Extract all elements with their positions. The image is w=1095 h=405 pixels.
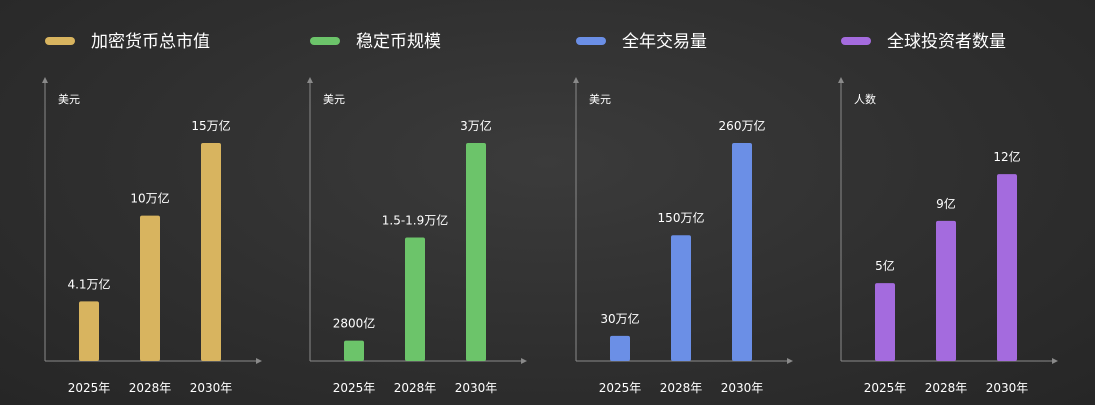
y-axis-arrow xyxy=(838,77,844,83)
bar xyxy=(936,220,956,361)
data-label: 30万亿 xyxy=(600,311,639,326)
bar xyxy=(997,174,1017,361)
x-tick-label: 2028年 xyxy=(129,381,172,395)
legend-item: 全球投资者数量 xyxy=(841,32,1006,52)
legend-item: 稳定币规模 xyxy=(310,32,441,52)
x-tick-label: 2030年 xyxy=(455,381,498,395)
x-tick-label: 2025年 xyxy=(333,381,376,395)
x-tick-label: 2025年 xyxy=(68,381,111,395)
bar xyxy=(732,143,752,361)
data-label: 260万亿 xyxy=(719,118,766,133)
data-label: 4.1万亿 xyxy=(67,276,110,291)
data-label: 15万亿 xyxy=(191,118,230,133)
x-tick-label: 2030年 xyxy=(190,381,233,395)
legend-label: 全球投资者数量 xyxy=(887,32,1006,52)
legend-swatch xyxy=(45,37,75,45)
x-tick-label: 2030年 xyxy=(986,381,1029,395)
legend-item: 全年交易量 xyxy=(576,32,707,52)
bar xyxy=(875,283,895,361)
y-axis-unit-label: 人数 xyxy=(854,93,876,106)
data-label: 9亿 xyxy=(936,196,956,211)
bar xyxy=(671,235,691,361)
x-axis-arrow xyxy=(521,358,527,364)
x-tick-label: 2030年 xyxy=(721,381,764,395)
y-axis-unit-label: 美元 xyxy=(589,93,611,106)
bar xyxy=(140,215,160,361)
legend-swatch xyxy=(576,37,606,45)
bar xyxy=(79,301,99,361)
x-axis-arrow xyxy=(787,358,793,364)
data-label: 5亿 xyxy=(875,258,895,273)
legend-item: 加密货币总市值 xyxy=(45,32,210,52)
legend-swatch xyxy=(841,37,871,45)
bar xyxy=(201,143,221,361)
x-tick-label: 2028年 xyxy=(925,381,968,395)
data-label: 1.5-1.9万亿 xyxy=(382,212,449,227)
bar xyxy=(344,340,364,361)
x-axis-arrow xyxy=(1052,358,1058,364)
y-axis-arrow xyxy=(42,77,48,83)
x-tick-label: 2025年 xyxy=(599,381,642,395)
y-axis-unit-label: 美元 xyxy=(323,93,345,106)
x-axis-arrow xyxy=(256,358,262,364)
data-label: 150万亿 xyxy=(658,210,705,225)
x-tick-label: 2028年 xyxy=(394,381,437,395)
data-label: 2800亿 xyxy=(333,316,376,331)
x-tick-label: 2025年 xyxy=(864,381,907,395)
y-axis-arrow xyxy=(573,77,579,83)
y-axis-arrow xyxy=(307,77,313,83)
bar xyxy=(405,237,425,361)
legend-label: 稳定币规模 xyxy=(356,32,441,52)
data-label: 12亿 xyxy=(993,149,1020,164)
legend-label: 加密货币总市值 xyxy=(91,32,210,52)
bar xyxy=(610,335,630,361)
x-tick-label: 2028年 xyxy=(660,381,703,395)
y-axis-unit-label: 美元 xyxy=(58,93,80,106)
legend-swatch xyxy=(310,37,340,45)
legend-label: 全年交易量 xyxy=(622,32,707,52)
data-label: 10万亿 xyxy=(130,191,169,206)
data-label: 3万亿 xyxy=(460,118,492,133)
bar xyxy=(466,143,486,361)
